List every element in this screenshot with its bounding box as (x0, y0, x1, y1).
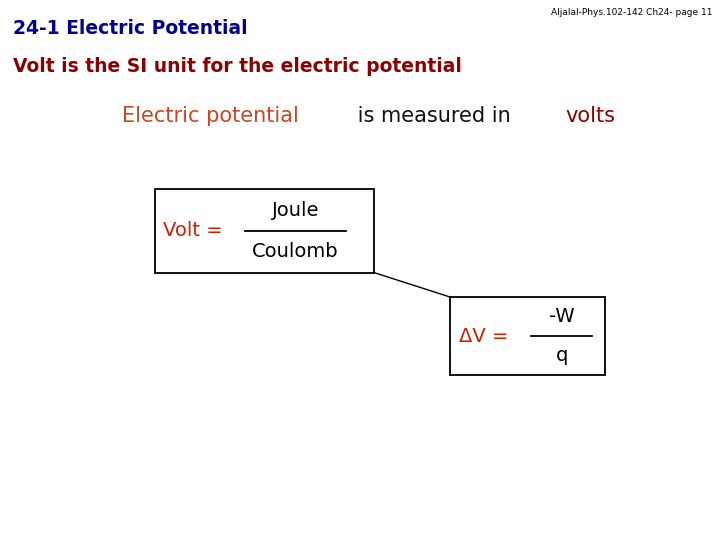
Text: Electric potential: Electric potential (122, 106, 300, 126)
Text: q: q (555, 346, 568, 365)
Text: is measured in: is measured in (351, 106, 517, 126)
Text: Aljalal-Phys.102-142 Ch24- page 11: Aljalal-Phys.102-142 Ch24- page 11 (552, 8, 713, 17)
Text: 24-1 Electric Potential: 24-1 Electric Potential (13, 19, 248, 38)
Bar (450, 297, 605, 375)
Text: Volt =: Volt = (163, 221, 230, 240)
Text: Joule: Joule (271, 201, 319, 220)
Text: Volt is the SI unit for the electric potential: Volt is the SI unit for the electric pot… (13, 57, 462, 76)
Bar (155, 189, 374, 273)
Text: volts: volts (565, 106, 616, 126)
Text: Coulomb: Coulomb (252, 242, 338, 261)
Text: -W: -W (549, 307, 575, 326)
Text: ΔV =: ΔV = (459, 327, 514, 346)
